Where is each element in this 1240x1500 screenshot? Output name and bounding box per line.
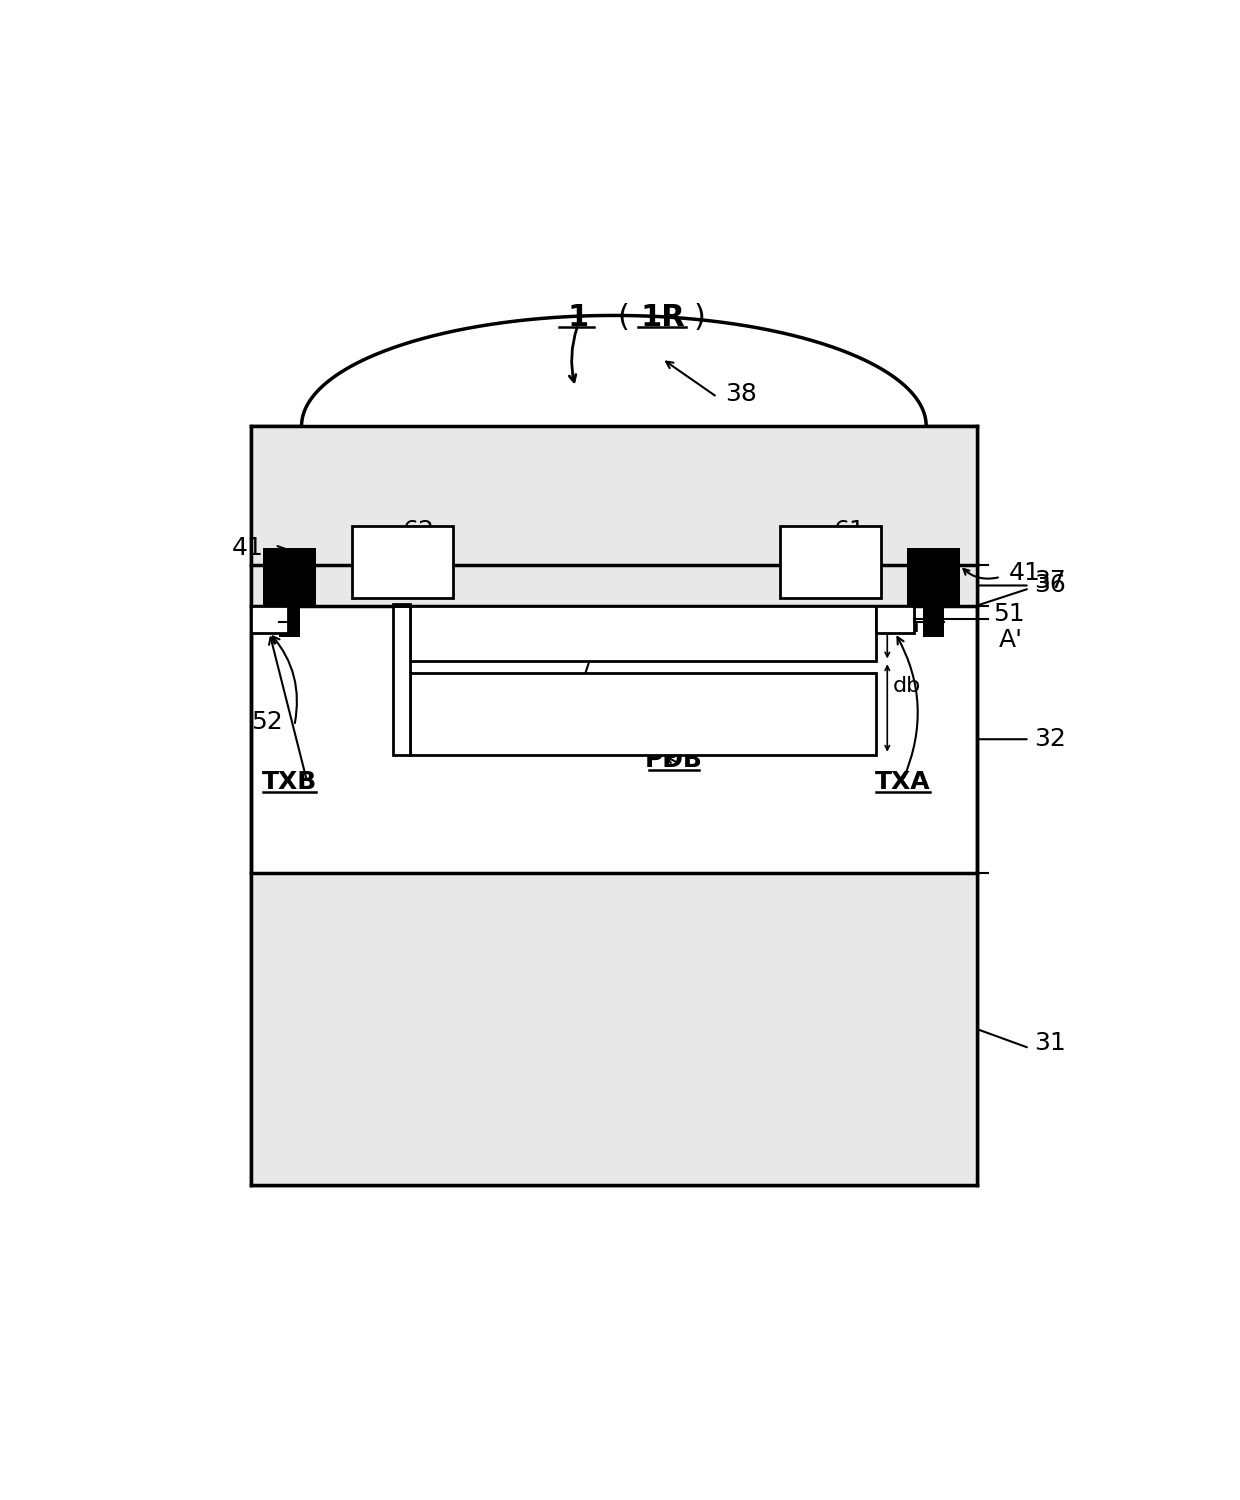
Text: ): ) [694,303,706,332]
Text: 32: 32 [1034,728,1066,752]
Text: A': A' [998,628,1023,652]
Text: PDB: PDB [645,748,703,772]
Text: 38: 38 [725,382,756,406]
Text: db: db [893,676,921,696]
Text: 51: 51 [993,603,1024,627]
Text: (: ( [618,303,629,332]
Text: 36: 36 [1034,573,1066,597]
Bar [263,548,316,606]
Text: 35: 35 [427,672,459,696]
Text: 61: 61 [833,519,866,543]
Bar [279,606,300,638]
Bar [393,603,409,606]
Bar [409,674,875,754]
Text: 1: 1 [567,303,589,332]
Text: 33: 33 [525,684,557,708]
Bar [906,548,960,606]
Text: PDA: PDA [578,622,636,646]
Bar [250,426,977,1185]
Bar [250,606,288,633]
Text: 41: 41 [1008,561,1040,585]
Bar [875,606,914,633]
Polygon shape [250,315,977,426]
Text: 31: 31 [1034,1032,1066,1056]
Bar [923,606,944,638]
Text: TXB: TXB [262,771,317,795]
Text: 52: 52 [250,710,283,734]
Bar [393,606,409,754]
Text: da: da [893,616,921,636]
Text: 1R: 1R [640,303,684,332]
Bar [250,426,977,606]
Text: 34: 34 [494,726,525,750]
Bar [352,526,453,598]
Bar [250,873,977,1185]
Text: 37: 37 [1034,568,1066,592]
Bar [780,526,880,598]
Bar [409,606,875,662]
Text: TXA: TXA [875,771,930,795]
Text: 41: 41 [232,536,264,560]
Text: 62: 62 [402,519,434,543]
